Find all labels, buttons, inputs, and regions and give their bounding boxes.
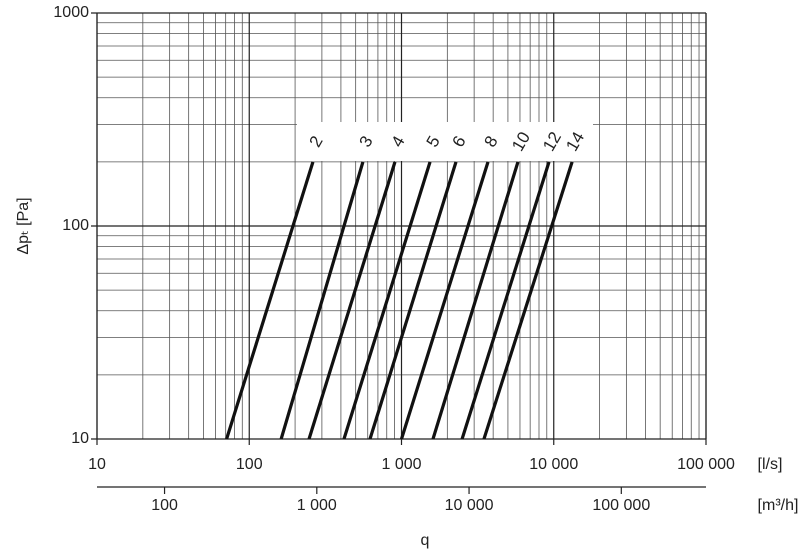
series-line [460,161,551,440]
series-line [431,161,520,440]
x2-tick-label: 100 000 [592,497,650,514]
series-line [482,161,574,440]
x-tick-label: 10 [88,456,106,473]
series-line [368,161,458,440]
y-tick-label: 1000 [53,4,89,21]
x-tick-label: 100 000 [677,456,735,473]
label-backdrop [297,122,593,161]
x-unit-label: [l/s] [758,456,783,473]
series-line [225,161,315,440]
x-axis-label: q [421,532,430,549]
x-tick-label: 1 000 [381,456,421,473]
x-tick-label: 10 000 [529,456,578,473]
x2-unit-label: [m³/h] [758,497,799,514]
x2-tick-label: 1 000 [297,497,337,514]
x2-tick-label: 100 [151,497,178,514]
series-line [399,161,490,440]
y-tick-label: 10 [71,430,89,447]
series-line [279,161,365,440]
series-line [307,161,397,440]
x2-tick-label: 10 000 [445,497,494,514]
x-tick-label: 100 [236,456,263,473]
series-line [342,161,432,440]
y-tick-label: 100 [62,217,89,234]
y-axis-label: Δpₜ [Pa] [15,197,32,254]
